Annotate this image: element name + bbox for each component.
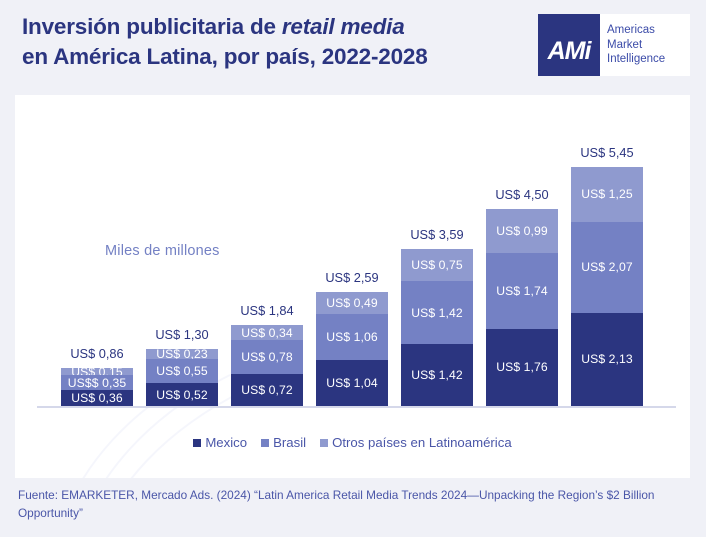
- legend-swatch-icon: [320, 438, 329, 447]
- bar-segment[interactable]: US$ 1,42: [401, 281, 473, 344]
- bar-segment[interactable]: US$ 2,13: [571, 312, 643, 406]
- page-title: Inversión publicitaria de retail media e…: [22, 12, 522, 71]
- bar-segment[interactable]: US$ 0,34: [231, 325, 303, 341]
- bar-segment[interactable]: US$ 0,36: [61, 390, 133, 406]
- header: Inversión publicitaria de retail media e…: [0, 0, 706, 95]
- bar-segment[interactable]: US$ 0,99: [486, 209, 558, 253]
- title-line2: en América Latina, por país, 2022-2028: [22, 43, 428, 69]
- source-note: Fuente: EMARKETER, Mercado Ads. (2024) “…: [18, 488, 655, 521]
- bar-total-label: US$ 4,50: [495, 186, 549, 202]
- legend-label: Brasil: [273, 435, 307, 450]
- logo-word-market: Market: [607, 38, 643, 51]
- bar-segment[interactable]: US$ 0,52: [146, 383, 218, 406]
- bar-segment[interactable]: US$ 1,42: [401, 343, 473, 406]
- bar-segment[interactable]: US$ 0,78: [231, 340, 303, 375]
- bar-stack[interactable]: US$ 0,49 US$ 1,06 US$ 1,04: [316, 292, 388, 406]
- bar-total-label: US$ 1,84: [240, 303, 294, 319]
- bar-segment[interactable]: US$ 0,75: [401, 248, 473, 282]
- bar-segment[interactable]: US$ 1,04: [316, 360, 388, 406]
- bar-total-label: US$ 1,30: [155, 327, 209, 342]
- bar-total-label: US$ 3,59: [410, 226, 464, 242]
- ami-logo-mark-text: AMi: [547, 36, 592, 65]
- title-line1-plain: Inversión publicitaria de: [22, 14, 282, 39]
- bar-stack[interactable]: US$ 0,34 US$ 0,78 US$ 0,72: [231, 325, 303, 406]
- legend-item[interactable]: Otros países en Latinoamérica: [320, 435, 512, 450]
- bar-total-label: US$ 0,86: [70, 346, 124, 362]
- bar-segment[interactable]: US$ 1,25: [571, 167, 643, 222]
- bar-segment[interactable]: US$ 2,07: [571, 221, 643, 313]
- bar-segment[interactable]: US$ 0,23: [146, 349, 218, 360]
- bar-segment[interactable]: US$ 1,74: [486, 252, 558, 329]
- ami-logo-mark: AMi: [538, 14, 600, 76]
- bar-stack[interactable]: US$ 1,25 US$ 2,07 US$ 2,13: [571, 167, 643, 406]
- bar-stack[interactable]: US$ 0,23 US$ 0,55 US$ 0,52: [146, 349, 218, 406]
- chart-legend: Mexico Brasil Otros países en Latinoaméric…: [15, 435, 690, 450]
- legend-label: Mexico: [205, 435, 248, 450]
- bar-segment[interactable]: US$$ 0,35: [61, 374, 133, 391]
- legend-item[interactable]: Mexico: [193, 435, 247, 450]
- ami-logo: AMi Americas Market Intelligence: [538, 14, 690, 76]
- bar-segment[interactable]: US$ 1,76: [486, 328, 558, 406]
- bar-segment[interactable]: US$ 0,55: [146, 359, 218, 384]
- footer: Fuente: EMARKETER, Mercado Ads. (2024) “…: [0, 478, 706, 537]
- bar-segment[interactable]: US$ 1,06: [316, 313, 388, 361]
- bar-stack[interactable]: US$ 0,75 US$ 1,42 US$ 1,42: [401, 248, 473, 406]
- bar-segment[interactable]: US$ 0,15: [61, 368, 133, 375]
- bar-total-label: US$ 2,59: [325, 270, 379, 286]
- logo-word-americas: Americas: [607, 23, 655, 36]
- bar-total-label: US$ 5,45: [580, 145, 634, 160]
- bar-stack[interactable]: US$ 0,99 US$ 1,74 US$ 1,76: [486, 209, 558, 406]
- bar-segment[interactable]: US$ 0,49: [316, 292, 388, 314]
- x-axis-line: [37, 406, 676, 408]
- ami-logo-wordmark: Americas Market Intelligence: [600, 14, 690, 76]
- legend-label: Otros países en Latinoamérica: [332, 435, 512, 450]
- logo-word-intelligence: Intelligence: [607, 53, 666, 66]
- legend-swatch-icon: [193, 438, 202, 447]
- unit-note: Miles de millones: [105, 243, 220, 259]
- bar-segment[interactable]: US$ 0,72: [231, 374, 303, 406]
- legend-swatch-icon: [261, 438, 270, 447]
- legend-item[interactable]: Brasil: [261, 435, 306, 450]
- title-line1-italic: retail media: [281, 14, 405, 39]
